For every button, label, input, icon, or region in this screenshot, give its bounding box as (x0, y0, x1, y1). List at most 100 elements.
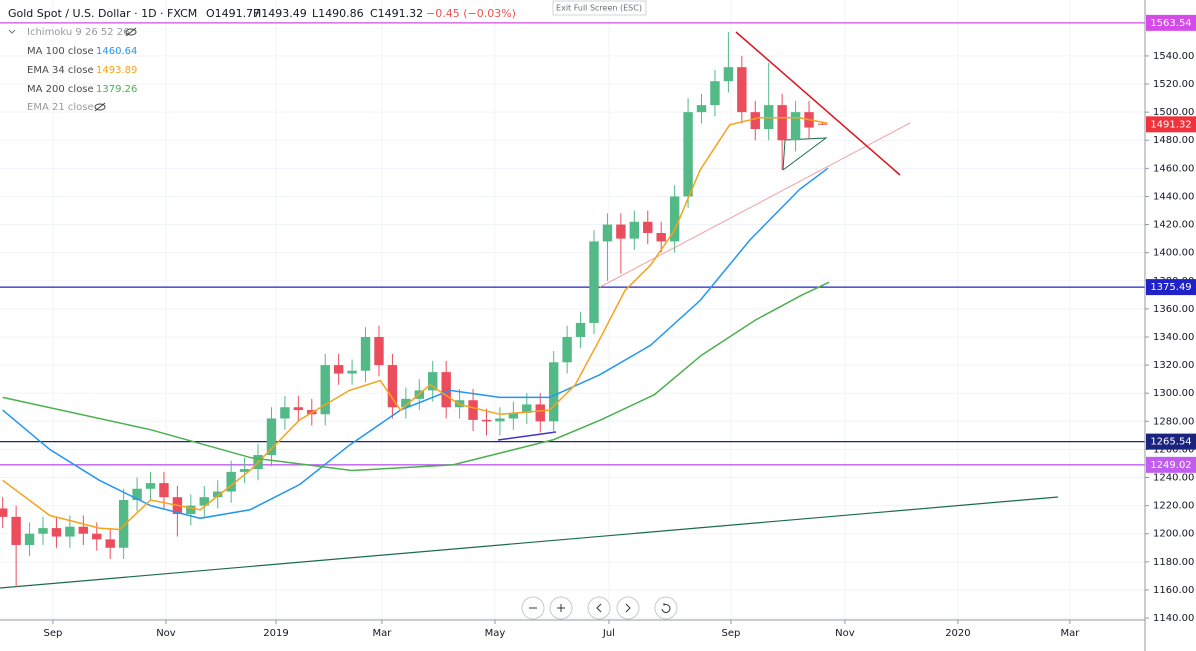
y-tick-label: 1460.00 (1153, 163, 1194, 174)
x-tick-label: Nov (156, 628, 176, 639)
y-tick-label: 1540.00 (1153, 51, 1194, 62)
y-tick-label: 1300.00 (1153, 388, 1194, 399)
legend-name: EMA 34 close (27, 65, 94, 76)
symbol-title: Gold Spot / U.S. Dollar · 1D · FXCM (8, 7, 197, 20)
x-tick-label: 2020 (945, 628, 970, 639)
candle-body (643, 221, 653, 233)
level-label-box (1146, 433, 1196, 450)
indicator-line (2, 281, 830, 472)
y-tick-label: 1360.00 (1153, 304, 1194, 315)
candle-body (723, 67, 734, 82)
candle-body (441, 372, 451, 408)
candle-body (226, 471, 236, 492)
candle-body (347, 370, 357, 374)
candle-body (132, 488, 142, 500)
legend-value: 1460.64 (96, 46, 137, 57)
candle-body (293, 407, 304, 411)
candle-body (562, 336, 572, 363)
candle-body (199, 497, 209, 506)
candle-body (589, 241, 599, 323)
legend-name: MA 100 close (27, 46, 94, 57)
candle-body (65, 526, 75, 537)
candle-body (750, 112, 760, 130)
collapse-icon[interactable] (8, 29, 16, 34)
trendline (599, 122, 911, 288)
y-tick-label: 1200.00 (1153, 529, 1194, 540)
candle-body (737, 67, 747, 113)
indicator-hidden: Ichimoku 9 26 52 26 (27, 27, 130, 38)
indicator-line (2, 167, 829, 520)
x-tick-label: Jul (602, 628, 615, 639)
legend-value: 1379.26 (96, 84, 137, 95)
candle-body (145, 483, 156, 489)
candle-body (790, 112, 801, 141)
candle-body (508, 412, 519, 419)
last-price-label: 1491.32 (1150, 119, 1191, 130)
ohlc-close: C1491.32 (370, 7, 423, 20)
candle-body (669, 196, 680, 242)
candle-body (239, 469, 250, 472)
candle-body (360, 336, 371, 371)
exit-button-label[interactable]: Exit Full Screen (ESC) (556, 4, 642, 13)
candle-body (817, 123, 828, 125)
y-tick-label: 1520.00 (1153, 79, 1194, 90)
axes (0, 0, 1146, 651)
drawings (0, 31, 1059, 589)
x-tick-label: May (485, 628, 506, 639)
candle-body (495, 418, 505, 422)
y-tick-label: 1440.00 (1153, 191, 1194, 202)
candle-body (602, 224, 613, 242)
y-tick-label: 1240.00 (1153, 473, 1194, 484)
y-tick-label: 1420.00 (1153, 220, 1194, 231)
y-tick-label: 1160.00 (1153, 585, 1194, 596)
triangle (782, 137, 828, 171)
candle-body (548, 362, 559, 422)
x-tick-label: Nov (835, 628, 855, 639)
x-tick-label: 2019 (263, 628, 288, 639)
candle-body (38, 528, 48, 534)
grid (0, 0, 1145, 620)
candle-body (11, 516, 21, 545)
y-tick-label: 1280.00 (1153, 416, 1194, 427)
candles (0, 32, 828, 588)
ohlc-low: L1490.86 (312, 7, 364, 20)
header: Gold Spot / U.S. Dollar · 1D · FXCM O149… (8, 0, 647, 113)
candle-body (320, 365, 330, 415)
y-tick-label: 1140.00 (1153, 613, 1194, 624)
last-price-label-box (1146, 116, 1196, 133)
candle-body (186, 505, 196, 515)
level-label-box (1146, 456, 1196, 473)
candle-body (78, 526, 89, 534)
indicator-lines (2, 117, 830, 531)
level-label-box (1146, 14, 1196, 31)
level-label-box (1146, 279, 1196, 296)
level-label: 1375.49 (1150, 282, 1191, 293)
candle-body (118, 499, 129, 548)
trendline (497, 431, 557, 441)
candle-body (333, 365, 344, 374)
candle-body (629, 221, 640, 239)
candle-body (92, 533, 102, 540)
y-tick-label: 1320.00 (1153, 360, 1194, 371)
ohlc-open: O1491.77 (206, 7, 260, 20)
candle-body (105, 539, 115, 548)
candle-body (401, 398, 411, 408)
candle-body (0, 508, 8, 517)
candle-body (280, 407, 290, 419)
levels (0, 22, 1145, 466)
candle-body (387, 365, 398, 408)
nav-buttons[interactable] (521, 596, 678, 620)
trendline (0, 496, 1059, 589)
level-label: 1249.02 (1150, 460, 1191, 471)
y-tick-label: 1220.00 (1153, 501, 1194, 512)
candle-body (213, 491, 223, 498)
ohlc-high: H1493.49 (253, 7, 307, 20)
candle-body (710, 81, 720, 106)
candle-body (159, 483, 169, 498)
y-tick-label: 1400.00 (1153, 248, 1194, 259)
exit-button[interactable] (552, 0, 647, 16)
level-label: 1265.54 (1150, 437, 1191, 448)
eye-icons[interactable] (94, 27, 137, 112)
